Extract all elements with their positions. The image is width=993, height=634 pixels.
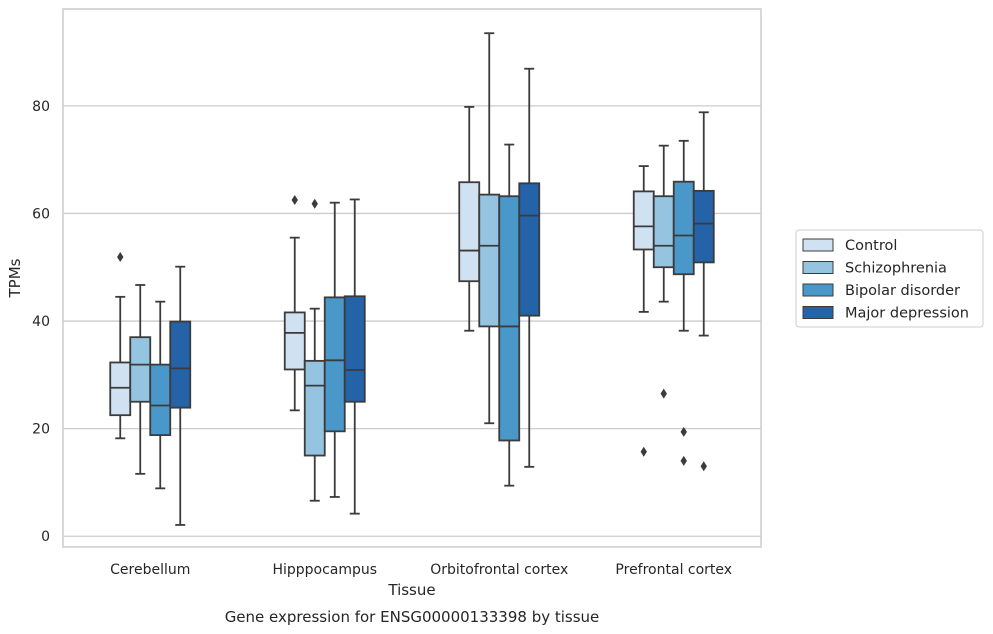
box-body <box>129 336 152 403</box>
y-axis-label: TPMs <box>6 258 24 298</box>
x-axis-ticks: Cerebellum Hipppocampus Orbitofrontal cort… <box>110 562 732 578</box>
box-body <box>652 195 675 269</box>
box-cerebellum <box>169 265 192 526</box>
plot-frame <box>62 8 762 548</box>
legend-swatch <box>802 261 834 274</box>
box-body <box>672 180 695 276</box>
series-control <box>109 106 655 457</box>
y-tick-label: 80 <box>32 99 50 115</box>
box-cerebellum <box>109 252 132 440</box>
x-tick-label: Hipppocampus <box>272 562 377 578</box>
chart-caption: Gene expression for ENSG00000133398 by t… <box>225 608 600 626</box>
box-prefrontal-cortex <box>692 111 715 472</box>
box-body <box>692 189 715 264</box>
outlier-point <box>640 446 647 457</box>
box-hipppocampus <box>303 198 326 502</box>
box-body <box>149 363 172 436</box>
gridlines <box>63 105 761 537</box>
box-body <box>518 182 541 317</box>
box-orbitofrontal-cortex <box>498 143 521 487</box>
box-cerebellum <box>129 284 152 475</box>
outlier-point <box>700 461 707 472</box>
legend-swatch <box>802 238 834 252</box>
box-orbitofrontal-cortex <box>518 67 541 468</box>
box-body <box>169 320 192 409</box>
box-hipppocampus <box>343 198 366 515</box>
box-body <box>109 361 132 417</box>
box-body <box>498 195 521 442</box>
y-tick-label: 60 <box>32 206 50 222</box>
legend-swatch <box>802 283 834 297</box>
y-tick-label: 0 <box>41 529 50 545</box>
legend-item: Bipolar disorder <box>802 283 960 299</box>
legend-item: Schizophrenia <box>802 261 947 277</box>
box-prefrontal-cortex <box>672 139 695 466</box>
legend-swatch <box>802 306 834 319</box>
box-hipppocampus <box>283 194 306 412</box>
box-body <box>283 311 306 371</box>
legend-frame <box>795 229 984 328</box>
box-orbitofrontal-cortex <box>458 106 481 332</box>
legend-item: Control <box>802 238 897 254</box>
outlier-point <box>117 252 124 263</box>
box-body <box>343 295 366 403</box>
legend-label: Control <box>845 238 897 254</box>
outlier-point <box>680 455 687 466</box>
box-prefrontal-cortex <box>632 165 655 457</box>
box-body <box>478 193 501 328</box>
box-body <box>458 181 481 283</box>
series-bipolar-disorder <box>149 139 695 498</box>
outlier-point <box>680 426 687 437</box>
y-tick-label: 20 <box>32 422 50 438</box>
y-axis-ticks: 0 20 40 60 80 <box>32 99 50 545</box>
box-body <box>632 190 655 251</box>
legend: Control Schizophrenia Bipolar disorder Majo… <box>795 229 984 328</box>
legend-label: Major depression <box>845 306 969 322</box>
box-series <box>109 32 715 526</box>
box-hipppocampus <box>323 201 346 498</box>
box-body <box>323 296 346 433</box>
outlier-point <box>311 198 318 209</box>
box-cerebellum <box>149 300 172 490</box>
x-tick-label: Orbitofrontal cortex <box>430 562 568 578</box>
legend-label: Schizophrenia <box>845 261 947 277</box>
x-tick-label: Cerebellum <box>110 562 190 578</box>
legend-item: Major depression <box>802 306 969 322</box>
box-prefrontal-cortex <box>652 144 675 399</box>
outlier-point <box>660 388 667 399</box>
x-tick-label: Prefrontal cortex <box>615 562 732 578</box>
series-major-depression <box>169 67 715 526</box>
box-orbitofrontal-cortex <box>478 32 501 425</box>
series-schizophrenia <box>129 32 675 502</box>
y-tick-label: 40 <box>32 314 50 330</box>
x-axis-label: Tissue <box>387 581 435 599</box>
box-body <box>303 359 326 457</box>
legend-label: Bipolar disorder <box>845 283 960 299</box>
outlier-point <box>291 194 298 205</box>
